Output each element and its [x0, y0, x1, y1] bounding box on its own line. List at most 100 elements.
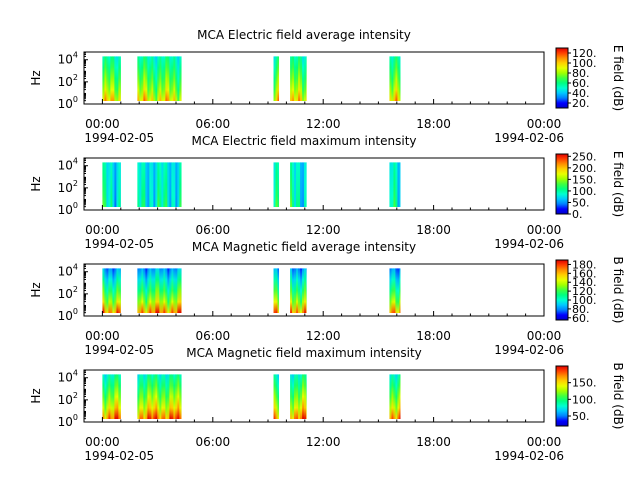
spectrogram-column [157, 162, 160, 207]
colorbar-tick-label: 20. [572, 97, 590, 110]
y-tick-exp: 2 [73, 391, 78, 400]
spectrogram-column [116, 268, 119, 313]
spectrogram-column [277, 162, 280, 207]
spectrogram-column [155, 162, 158, 207]
spectrogram-column [106, 374, 109, 419]
spectrogram-column [391, 268, 394, 313]
y-tick-label: 100 [58, 95, 78, 111]
spectrogram-column [397, 374, 400, 419]
spectrogram-column [108, 162, 111, 207]
spectrogram-column [395, 374, 398, 419]
spectrogram-column [277, 268, 280, 313]
spectrogram-column [179, 374, 182, 419]
spectrogram-column [118, 374, 121, 419]
colorbar-tick-label: 100. [572, 294, 597, 307]
y-tick-base: 10 [58, 181, 73, 195]
spectrogram-column [151, 162, 154, 207]
spectrogram-column [171, 374, 174, 419]
y-tick-exp: 2 [73, 73, 78, 82]
spectrogram-column [306, 268, 307, 313]
x-tick-label: 00:00 [85, 223, 120, 237]
spectrogram-column [114, 268, 117, 313]
spectrogram-column [137, 162, 140, 207]
spectrogram-column [300, 162, 303, 207]
spectrogram-column [102, 268, 105, 313]
spectrogram-column [273, 268, 276, 313]
y-tick-label: 104 [58, 263, 78, 279]
spectrogram-column [290, 56, 293, 101]
spectrogram-column [139, 374, 142, 419]
spectrogram-column [169, 374, 172, 419]
spectrogram-column [177, 162, 180, 207]
plot-frame [83, 263, 545, 317]
spectrogram-column [141, 162, 144, 207]
panel-title: MCA Electric field average intensity [197, 28, 411, 42]
y-tick-exp: 4 [73, 51, 78, 60]
spectrogram-column [167, 56, 170, 101]
spectrogram-column [175, 268, 178, 313]
spectrogram-column [292, 268, 295, 313]
plot-frame [83, 157, 545, 211]
spectrogram-column [391, 374, 394, 419]
spectrogram-column [395, 268, 398, 313]
y-axis-label: Hz [29, 70, 43, 85]
spectrogram-column [290, 374, 293, 419]
spectrogram-column [296, 374, 299, 419]
spectrogram-column [296, 56, 299, 101]
spectrogram-column [294, 374, 297, 419]
spectrogram-column [153, 56, 156, 101]
colorbar-tick-label: 80. [572, 67, 590, 80]
spectrogram-column [304, 162, 307, 207]
plot-frame [83, 369, 545, 423]
spectrogram-column [149, 268, 152, 313]
spectrogram-column [167, 162, 170, 207]
spectrogram-column [147, 268, 150, 313]
y-tick-exp: 4 [73, 157, 78, 166]
colorbar-tick-label: 100. [572, 57, 597, 70]
spectrogram-column [393, 162, 396, 207]
x-tick-label: 00:00 [527, 223, 562, 237]
spectrogram-column [393, 374, 396, 419]
spectrogram-column [397, 56, 400, 101]
spectrogram-column [149, 162, 152, 207]
spectrogram-column [277, 374, 280, 419]
spectrogram-column [175, 56, 178, 101]
spectrogram-column [290, 268, 293, 313]
x-tick-label: 06:00 [196, 223, 231, 237]
spectrogram-column [149, 56, 152, 101]
x-tick-label: 00:00 [85, 329, 120, 343]
spectrogram-column [106, 268, 109, 313]
spectrogram-column [169, 268, 172, 313]
spectrogram-column [302, 374, 305, 419]
spectrogram-column [145, 162, 148, 207]
y-tick-base: 10 [58, 371, 73, 385]
spectrogram-column [145, 374, 148, 419]
x-tick-label: 18:00 [416, 435, 451, 449]
spectrogram-column [118, 162, 121, 207]
spectrogram-column [169, 56, 172, 101]
x-date-label: 1994-02-05 [84, 131, 154, 145]
spectrogram-column [106, 56, 109, 101]
colorbar-tick-label: 0. [572, 208, 583, 221]
spectrogram-column [110, 374, 113, 419]
x-tick-label: 00:00 [527, 117, 562, 131]
spectrogram-column [389, 268, 392, 313]
colorbar-tick-label: 60. [572, 312, 590, 325]
x-tick-label: 00:00 [527, 435, 562, 449]
spectrogram-column [143, 162, 146, 207]
x-date-label: 1994-02-06 [494, 343, 564, 357]
spectrogram-column [153, 374, 156, 419]
y-tick-label: 104 [58, 157, 78, 173]
spectrogram-column [302, 268, 305, 313]
spectrogram-column [104, 56, 107, 101]
spectrogram-column [173, 56, 176, 101]
spectrogram-column [137, 268, 140, 313]
spectrogram-column [157, 374, 160, 419]
x-tick-label: 18:00 [416, 223, 451, 237]
spectrogram-column [159, 162, 162, 207]
spectrogram-column [165, 56, 168, 101]
spectrogram-column [147, 56, 150, 101]
spectrogram-column [169, 162, 172, 207]
y-axis-label: Hz [29, 388, 43, 403]
spectrogram-column [292, 374, 295, 419]
